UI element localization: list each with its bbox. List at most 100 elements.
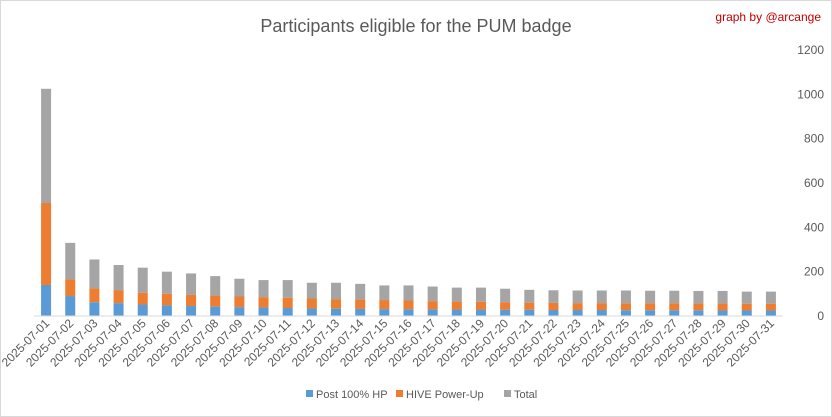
bar-total [524,289,535,303]
bar-hive-power-up [89,288,100,303]
bar-total [331,282,342,300]
bar-total [113,265,124,291]
legend-label: Total [514,389,537,401]
bar-post-100-hp [596,310,607,316]
bar-hive-power-up [65,279,76,297]
bar-post-100-hp [89,302,100,316]
bar-post-100-hp [500,309,511,316]
bar-hive-power-up [451,301,462,310]
bar-total [41,88,52,203]
bar-post-100-hp [741,310,752,316]
bar-post-100-hp [693,310,704,316]
bar-post-100-hp [572,310,583,316]
bar-total [282,280,293,298]
chart-credit: graph by @arcange [715,10,821,24]
bar-post-100-hp [137,304,148,316]
bar-post-100-hp [645,310,656,316]
legend-label: Post 100% HP [316,389,388,401]
bar-post-100-hp [186,306,197,316]
bar-total [475,287,486,302]
bar-post-100-hp [355,308,366,316]
bar-total [572,290,583,304]
legend-swatch [504,390,511,397]
bar-total [137,267,148,293]
y-tick-label: 600 [804,176,824,190]
y-tick-label: 200 [804,265,824,279]
bar-total [210,276,221,296]
bar-post-100-hp [41,284,52,316]
bar-total [89,259,100,289]
legend-swatch [306,390,313,397]
bar-total [234,278,245,297]
bar-total [596,290,607,304]
bar-total [403,285,414,301]
bar-total [186,273,197,295]
bar-hive-power-up [693,303,704,311]
bar-hive-power-up [669,303,680,311]
bar-post-100-hp [234,307,245,316]
bar-hive-power-up [645,303,656,311]
bar-total [451,287,462,302]
bar-total [741,291,752,304]
bar-total [500,288,511,303]
bar-total [645,290,656,304]
x-axis-ticks: 2025-07-012025-07-022025-07-032025-07-04… [1,316,777,370]
bar-hive-power-up [331,299,342,309]
bar-post-100-hp [161,305,172,316]
bar-post-100-hp [765,310,776,316]
bar-hive-power-up [258,297,269,308]
bars-group [41,88,776,316]
bar-hive-power-up [137,292,148,305]
bar-hive-power-up [282,297,293,309]
bar-hive-power-up [210,295,221,307]
bar-total [548,290,559,303]
legend-swatch [396,390,403,397]
bar-total [765,291,776,304]
bar-post-100-hp [65,296,76,316]
bar-total [427,286,438,302]
y-tick-label: 400 [804,220,824,234]
bar-post-100-hp [427,309,438,316]
bar-total [161,271,172,294]
bar-hive-power-up [524,302,535,310]
bar-total [620,290,631,304]
bar-post-100-hp [451,309,462,316]
y-axis-ticks: 0 200 400 600 800 1000 1200 [797,43,824,323]
bar-hive-power-up [306,298,317,309]
bar-total [693,290,704,304]
y-tick-label: 800 [804,132,824,146]
y-tick-label: 0 [817,309,824,323]
bar-post-100-hp [669,310,680,316]
bar-hive-power-up [572,303,583,311]
bar-hive-power-up [113,290,124,304]
bar-post-100-hp [548,310,559,316]
bar-hive-power-up [403,300,414,310]
bar-post-100-hp [403,309,414,316]
bar-hive-power-up [234,296,245,308]
y-tick-label: 1200 [797,43,824,57]
bar-post-100-hp [620,310,631,316]
bar-total [258,280,269,298]
bar-hive-power-up [427,301,438,310]
bar-post-100-hp [258,307,269,316]
bar-hive-power-up [475,301,486,310]
bar-hive-power-up [765,303,776,311]
bar-hive-power-up [186,294,197,307]
bar-total [717,290,728,304]
legend-label: HIVE Power-Up [406,389,484,401]
bar-hive-power-up [161,293,172,306]
bar-post-100-hp [717,310,728,316]
bar-total [379,285,390,301]
bar-post-100-hp [210,306,221,316]
bar-hive-power-up [548,302,559,311]
bar-post-100-hp [475,309,486,316]
legend: Post 100% HP HIVE Power-Up Total [306,389,537,401]
bar-post-100-hp [113,303,124,316]
chart-title: Participants eligible for the PUM badge [260,16,571,36]
bar-total [669,290,680,304]
bar-hive-power-up [355,299,366,309]
bar-post-100-hp [331,308,342,316]
bar-total [65,242,76,280]
